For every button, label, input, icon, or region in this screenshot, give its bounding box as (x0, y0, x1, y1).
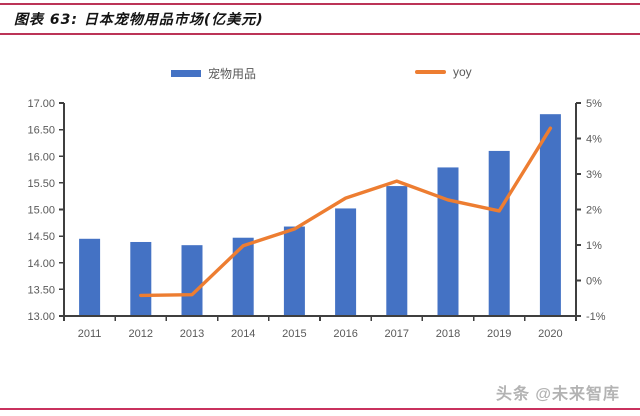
x-axis-label-2020: 2020 (538, 328, 562, 340)
left-axis-label-13.00: 13.00 (27, 311, 55, 323)
x-axis-label-2011: 2011 (78, 328, 102, 340)
left-axis-label-17.00: 17.00 (27, 98, 55, 110)
right-axis-label-4%: 4% (586, 134, 602, 146)
x-axis-label-2014: 2014 (231, 328, 255, 340)
left-axis-label-15.50: 15.50 (27, 178, 55, 190)
bar-2015 (283, 226, 305, 316)
right-axis-label-2%: 2% (586, 205, 602, 217)
bar-2012 (130, 241, 152, 316)
right-axis-label--1%: -1% (586, 311, 606, 323)
legend-label-line: yoy (453, 65, 472, 79)
x-axis-label-2012: 2012 (129, 328, 153, 340)
legend-item-line: yoy (415, 65, 472, 79)
left-axis-label-16.00: 16.00 (27, 151, 55, 163)
watermark: 头条 @未来智库 (495, 386, 620, 403)
bar-2016 (335, 208, 357, 316)
left-axis-label-16.50: 16.50 (27, 125, 55, 137)
bar-2011 (79, 238, 101, 316)
title-top-rule (0, 3, 640, 5)
left-axis-label-13.50: 13.50 (27, 284, 55, 296)
bar-2019 (488, 150, 510, 316)
right-axis-label-5%: 5% (586, 98, 602, 110)
x-axis-label-2013: 2013 (180, 328, 204, 340)
left-axis-label-15.00: 15.00 (27, 205, 55, 217)
title-bottom-rule (0, 33, 640, 35)
left-axis-label-14.50: 14.50 (27, 231, 55, 243)
left-axis-label-14.00: 14.00 (27, 258, 55, 270)
x-axis-label-2019: 2019 (487, 328, 511, 340)
bottom-rule (0, 408, 640, 410)
figure-title: 图表 63: 日本宠物用品市场(亿美元) (14, 12, 264, 28)
bar-2020 (539, 114, 561, 317)
bar-2017 (386, 186, 408, 316)
legend-label-bars: 宠物用品 (208, 67, 257, 81)
bar-series-swatch-icon (171, 70, 201, 77)
line-series-swatch-icon (415, 70, 446, 74)
right-axis-label-3%: 3% (586, 169, 602, 181)
bar-2018 (437, 167, 459, 316)
legend-item-bars: 宠物用品 (171, 65, 256, 82)
bar-2013 (181, 245, 203, 316)
x-axis-label-2016: 2016 (333, 328, 357, 340)
x-axis-label-2017: 2017 (385, 328, 409, 340)
bar-2014 (232, 237, 254, 316)
right-axis-label-0%: 0% (586, 276, 602, 288)
yoy-line (139, 126, 553, 298)
x-axis-label-2018: 2018 (436, 328, 460, 340)
x-axis-label-2015: 2015 (282, 328, 306, 340)
right-axis-label-1%: 1% (586, 240, 602, 252)
